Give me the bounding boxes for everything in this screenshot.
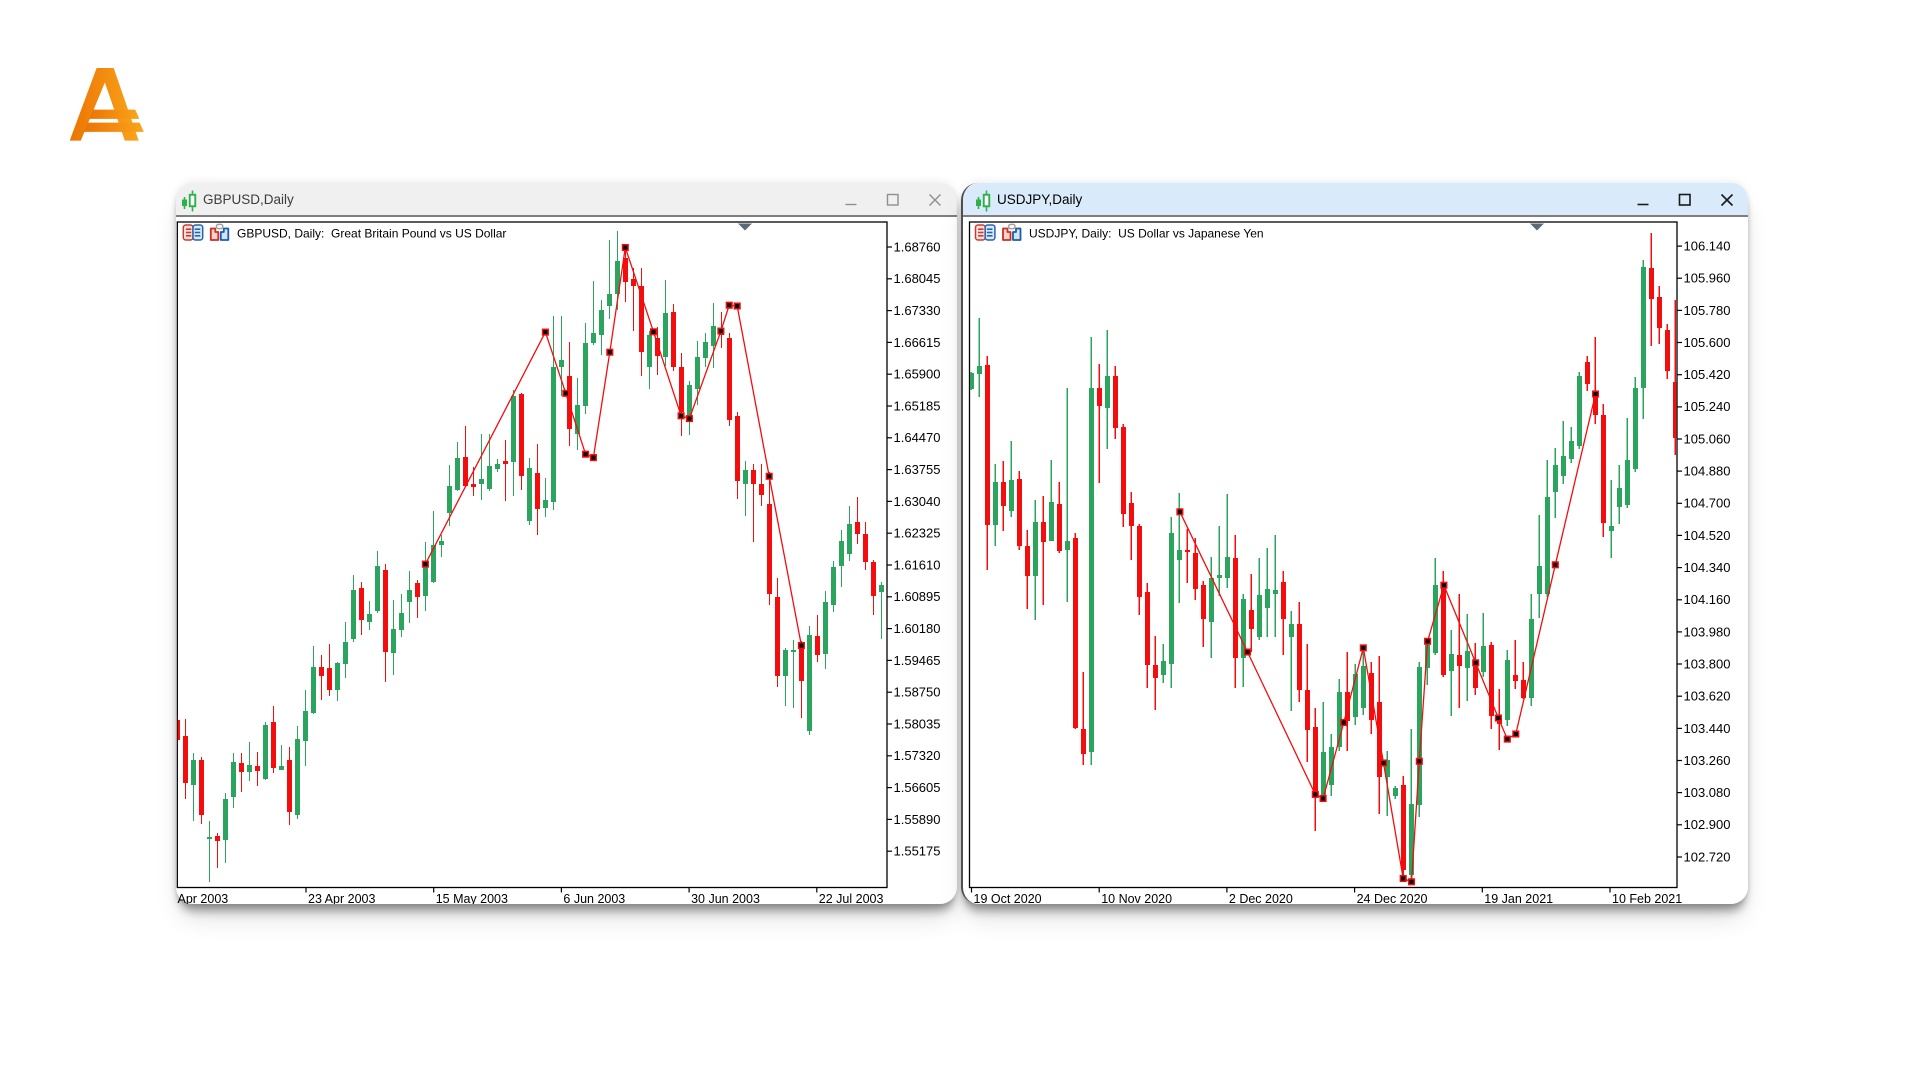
svg-text:1.58035: 1.58035 (894, 716, 941, 731)
svg-text:10 Feb 2021: 10 Feb 2021 (1612, 892, 1682, 904)
svg-text:1.65900: 1.65900 (894, 367, 941, 382)
svg-text:105.420: 105.420 (1684, 367, 1731, 382)
svg-text:105.600: 105.600 (1684, 335, 1731, 350)
svg-text:10 Nov 2020: 10 Nov 2020 (1101, 892, 1172, 904)
svg-text:105.960: 105.960 (1684, 271, 1731, 286)
svg-text:105.060: 105.060 (1684, 431, 1731, 446)
svg-text:1.66615: 1.66615 (894, 335, 941, 350)
svg-text:102.900: 102.900 (1684, 817, 1731, 832)
svg-text:1.63755: 1.63755 (894, 462, 941, 477)
svg-text:19 Jan 2021: 19 Jan 2021 (1484, 892, 1553, 904)
svg-text:1.62325: 1.62325 (894, 526, 941, 541)
svg-text:24 Dec 2020: 24 Dec 2020 (1357, 892, 1428, 904)
svg-text:1.56605: 1.56605 (894, 780, 941, 795)
svg-text:19 Oct 2020: 19 Oct 2020 (974, 892, 1042, 904)
svg-text:1.61610: 1.61610 (894, 557, 941, 572)
svg-text:6 Jun 2003: 6 Jun 2003 (563, 892, 625, 904)
svg-text:Apr 2003: Apr 2003 (178, 892, 229, 904)
svg-text:1.57320: 1.57320 (894, 748, 941, 763)
svg-text:USDJPY, Daily: US Dollar vs J: USDJPY, Daily: US Dollar vs Japanese Yen (1029, 227, 1264, 241)
svg-text:30 Jun 2003: 30 Jun 2003 (691, 892, 760, 904)
svg-text:105.780: 105.780 (1684, 303, 1731, 318)
svg-text:1.58750: 1.58750 (894, 685, 941, 700)
svg-text:103.260: 103.260 (1684, 753, 1731, 768)
svg-text:106.140: 106.140 (1684, 239, 1731, 254)
svg-text:104.700: 104.700 (1684, 496, 1731, 511)
svg-text:104.160: 104.160 (1684, 592, 1731, 607)
svg-text:15 May 2003: 15 May 2003 (436, 892, 508, 904)
svg-text:2 Dec 2020: 2 Dec 2020 (1229, 892, 1293, 904)
svg-text:GBPUSD, Daily: Great Britain: GBPUSD, Daily: Great Britain Pound vs US… (237, 227, 506, 241)
svg-text:104.340: 104.340 (1684, 560, 1731, 575)
svg-text:105.240: 105.240 (1684, 399, 1731, 414)
svg-text:1.64470: 1.64470 (894, 430, 941, 445)
svg-text:103.080: 103.080 (1684, 785, 1731, 800)
svg-text:1.68760: 1.68760 (894, 239, 941, 254)
svg-text:1.67330: 1.67330 (894, 303, 941, 318)
svg-text:103.440: 103.440 (1684, 721, 1731, 736)
svg-text:1.63040: 1.63040 (894, 494, 941, 509)
svg-text:22 Jul 2003: 22 Jul 2003 (819, 892, 884, 904)
svg-text:1.60180: 1.60180 (894, 621, 941, 636)
svg-text:104.880: 104.880 (1684, 464, 1731, 479)
svg-text:102.720: 102.720 (1684, 849, 1731, 864)
svg-text:1.59465: 1.59465 (894, 653, 941, 668)
svg-text:103.980: 103.980 (1684, 624, 1731, 639)
svg-text:1.68045: 1.68045 (894, 271, 941, 286)
svg-text:104.520: 104.520 (1684, 528, 1731, 543)
svg-text:103.620: 103.620 (1684, 689, 1731, 704)
svg-text:23 Apr 2003: 23 Apr 2003 (308, 892, 375, 904)
svg-text:1.55175: 1.55175 (894, 844, 941, 859)
svg-text:1.60895: 1.60895 (894, 589, 941, 604)
svg-text:1.65185: 1.65185 (894, 398, 941, 413)
svg-text:1.55890: 1.55890 (894, 812, 941, 827)
svg-text:103.800: 103.800 (1684, 656, 1731, 671)
